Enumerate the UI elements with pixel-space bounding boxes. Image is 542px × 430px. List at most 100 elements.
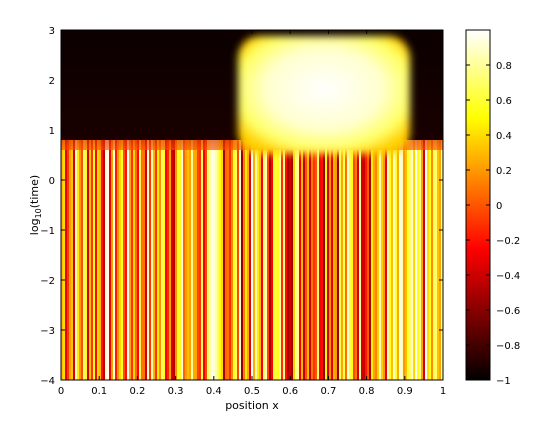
heatmap-stripe	[211, 139, 214, 380]
heatmap-stripe	[219, 139, 222, 380]
heatmap-stripe	[263, 139, 266, 380]
y-tick-label: −3	[40, 326, 55, 337]
heatmap-stripe	[381, 139, 384, 380]
heatmap-stripe	[293, 139, 296, 380]
heatmap-stripe	[157, 139, 160, 380]
heatmap-stripe	[385, 139, 388, 380]
heatmap-stripe	[251, 139, 254, 380]
heatmap-stripe	[111, 139, 114, 380]
heatmap-stripe	[135, 139, 138, 380]
high-plateau	[238, 36, 410, 154]
x-tick-label: 0.9	[397, 386, 413, 397]
heatmap-stripe	[307, 139, 310, 380]
heatmap-stripe	[343, 139, 346, 380]
heatmap-stripe	[141, 139, 144, 380]
x-tick-label: 0.3	[168, 386, 184, 397]
heatmap-stripe	[133, 139, 136, 380]
x-tick-label: 0.4	[206, 386, 222, 397]
heatmap-stripe	[159, 139, 162, 380]
y-tick-label: 1	[49, 126, 55, 137]
heatmap-stripe	[247, 139, 250, 380]
heatmap-stripe	[261, 139, 264, 380]
heatmap-stripe	[371, 139, 374, 380]
heatmap-stripe	[79, 139, 82, 380]
x-tick-label: 0.1	[91, 386, 107, 397]
heatmap-stripe	[193, 139, 196, 380]
heatmap-stripe	[199, 139, 202, 380]
heatmap-stripe	[131, 139, 134, 380]
heatmap-stripe	[277, 139, 280, 380]
heatmap-stripe	[75, 139, 78, 380]
heatmap-stripe	[185, 139, 188, 380]
heatmap-stripe	[387, 139, 390, 380]
heatmap-stripe	[105, 139, 108, 380]
low-plateau-left	[61, 30, 241, 140]
heatmap-stripe	[295, 139, 298, 380]
heatmap-stripe	[257, 139, 260, 380]
x-tick-label: 0.7	[320, 386, 336, 397]
heatmap-stripe	[421, 139, 424, 380]
heatmap-stripe	[61, 139, 64, 380]
y-tick-label: 2	[49, 76, 55, 87]
heatmap-stripe	[349, 139, 352, 380]
heatmap-stripe	[323, 139, 326, 380]
heatmap-stripe	[183, 139, 186, 380]
heatmap-stripe	[191, 139, 194, 380]
heatmap-stripe	[91, 139, 94, 380]
heatmap-stripe	[369, 139, 372, 380]
heatmap-stripe	[233, 139, 236, 380]
heatmap-stripe	[237, 139, 240, 380]
heatmap-stripe	[83, 139, 86, 380]
heatmap-stripe	[227, 139, 230, 380]
heatmap-stripe	[281, 139, 284, 380]
heatmap-stripe	[333, 139, 336, 380]
heatmap-stripe	[347, 139, 350, 380]
heatmap-stripe	[397, 139, 400, 380]
heatmap-stripe	[259, 139, 262, 380]
heatmap-stripe	[427, 139, 430, 380]
y-tick-label: −2	[40, 276, 55, 287]
low-plateau-right	[407, 30, 443, 140]
x-tick-label: 0.2	[129, 386, 145, 397]
heatmap-stripe	[303, 139, 306, 380]
heatmap-stripe	[377, 139, 380, 380]
heatmap-stripe	[241, 139, 244, 380]
x-tick-label: 1	[440, 386, 446, 397]
heatmap-stripe	[73, 139, 76, 380]
y-tick-label: 0	[49, 176, 55, 187]
heatmap-stripe	[273, 139, 276, 380]
heatmap-stripe	[433, 139, 436, 380]
heatmap-stripe	[301, 139, 304, 380]
colorbar-tick-label: 0.2	[496, 166, 512, 177]
svg-text:log10(time): log10(time)	[28, 175, 43, 235]
heatmap-stripe	[341, 139, 344, 380]
heatmap-stripe	[317, 139, 320, 380]
heatmap-stripe	[167, 139, 170, 380]
heatmap-stripe	[423, 139, 426, 380]
heatmap-stripe	[395, 139, 398, 380]
heatmap-stripe	[283, 139, 286, 380]
heatmap-stripe	[441, 139, 443, 380]
colorbar-tick-label: 0.8	[496, 61, 512, 72]
colorbar-axis: −1 −0.8 −0.6 −0.4 −0.2 0 0.2 0.4 0.6 0.8	[466, 61, 520, 387]
heatmap-stripe	[129, 139, 132, 380]
heatmap-stripe	[81, 139, 84, 380]
heatmap-stripe	[143, 139, 146, 380]
heatmap-stripe	[439, 139, 442, 380]
heatmap-stripe	[327, 139, 330, 380]
y-axis-label-tail: (time)	[28, 175, 41, 208]
heatmap-stripe	[95, 139, 98, 380]
heatmap-stripe	[205, 139, 208, 380]
heatmap-stripe	[235, 139, 238, 380]
y-axis-label-main: log	[28, 218, 41, 235]
heatmap-stripe	[419, 139, 422, 380]
x-tick-label: 0.8	[359, 386, 375, 397]
heatmap-stripe	[119, 139, 122, 380]
heatmap-stripe	[357, 139, 360, 380]
heatmap-stripe	[365, 139, 368, 380]
heatmap-stripe	[375, 139, 378, 380]
heatmap-stripe	[231, 139, 234, 380]
heatmap-stripe	[285, 139, 288, 380]
heatmap-stripe	[187, 139, 190, 380]
heatmap-stripe	[255, 139, 258, 380]
